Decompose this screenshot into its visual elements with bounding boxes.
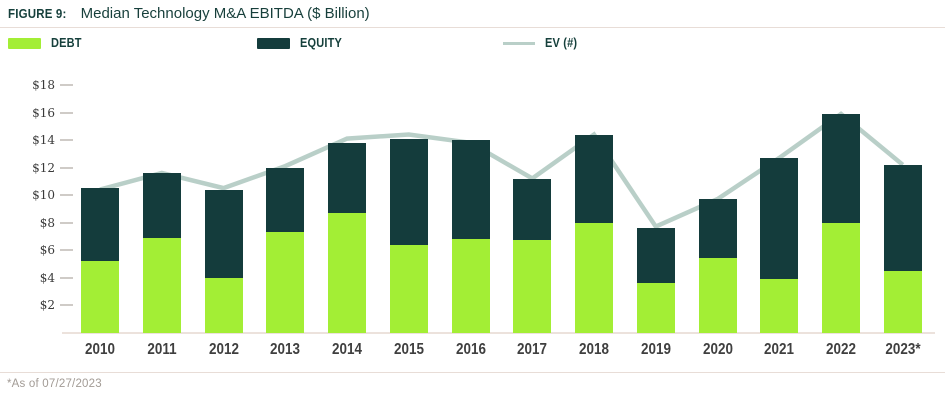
debt-segment: [636, 283, 675, 333]
x-label: 2022: [826, 341, 856, 358]
debt-segment: [142, 237, 181, 333]
figure-label: FIGURE 9:: [8, 7, 67, 21]
legend-item-ev: EV (#): [503, 36, 582, 50]
y-tick-label: $18: [32, 78, 55, 92]
y-tick-label: $6: [39, 243, 55, 257]
equity-segment: [328, 142, 366, 213]
x-label: 2014: [332, 341, 362, 358]
footnote-divider: [0, 372, 945, 373]
equity-swatch: [257, 37, 290, 49]
x-label: 2021: [764, 341, 795, 358]
equity-segment: [822, 113, 860, 223]
x-label: 2013: [270, 341, 301, 358]
x-label: 2019: [640, 341, 671, 358]
equity-segment: [636, 228, 675, 283]
legend-label-debt: DEBT: [51, 36, 82, 50]
debt-segment: [451, 239, 490, 333]
debt-segment: [389, 244, 428, 333]
x-label: 2018: [579, 341, 609, 358]
legend-label-ev: EV (#): [545, 36, 578, 50]
debt-segment: [81, 261, 119, 333]
equity-segment: [760, 157, 799, 279]
y-tick-dash: [60, 166, 73, 169]
legend-item-equity: EQUITY: [257, 36, 348, 50]
debt-segment: [760, 278, 799, 333]
x-label: 2016: [455, 341, 486, 358]
x-label: 2020: [702, 341, 733, 358]
header-divider: [0, 27, 945, 28]
x-axis-line: [62, 332, 935, 334]
ev-line-swatch: [503, 41, 535, 45]
x-label: 2010: [85, 341, 115, 358]
footnote: *As of 07/27/2023: [7, 378, 102, 390]
y-tick-dash: [60, 194, 73, 196]
equity-segment: [204, 189, 243, 278]
y-tick-dash: [60, 84, 73, 86]
legend-item-debt: DEBT: [8, 36, 86, 50]
debt-segment: [575, 222, 613, 333]
y-tick-label: $4: [39, 270, 55, 285]
debt-segment: [698, 258, 737, 333]
y-tick-dash: [60, 111, 73, 114]
equity-segment: [81, 188, 119, 261]
debt-segment: [513, 240, 552, 333]
y-tick-dash: [60, 249, 73, 251]
legend-label-equity: EQUITY: [300, 36, 343, 50]
debt-segment: [204, 277, 243, 333]
legend: DEBT EQUITY EV (#): [0, 36, 945, 56]
y-tick-label: $14: [32, 133, 55, 147]
equity-segment: [513, 178, 552, 241]
debt-segment: [883, 270, 922, 333]
figure-header: FIGURE 9: Median Technology M&A EBITDA (…: [8, 5, 937, 22]
debt-segment: [266, 232, 305, 333]
x-label: 2015: [393, 341, 424, 358]
y-tick-label: $8: [39, 215, 55, 230]
equity-segment: [266, 167, 305, 233]
y-tick-label: $2: [39, 298, 55, 312]
equity-segment: [451, 140, 490, 239]
debt-segment: [822, 222, 860, 333]
x-label: 2011: [147, 341, 177, 358]
x-label: 2017: [517, 341, 548, 358]
equity-segment: [389, 138, 428, 245]
y-tick-dash: [60, 304, 73, 306]
figure-title: Median Technology M&A EBITDA ($ Billion): [80, 5, 370, 22]
y-tick-dash: [60, 276, 73, 279]
x-label: 2012: [208, 341, 239, 358]
y-tick-dash: [60, 139, 73, 141]
y-tick-label: $16: [32, 105, 55, 120]
debt-segment: [328, 212, 366, 333]
y-tick-label: $12: [32, 160, 55, 175]
equity-segment: [698, 199, 737, 259]
x-label: 2023*: [885, 341, 921, 358]
debt-swatch: [8, 37, 41, 49]
y-tick-dash: [60, 221, 73, 224]
equity-segment: [883, 164, 922, 271]
equity-segment: [142, 173, 181, 238]
y-tick-label: $10: [32, 188, 55, 202]
equity-segment: [575, 134, 613, 223]
